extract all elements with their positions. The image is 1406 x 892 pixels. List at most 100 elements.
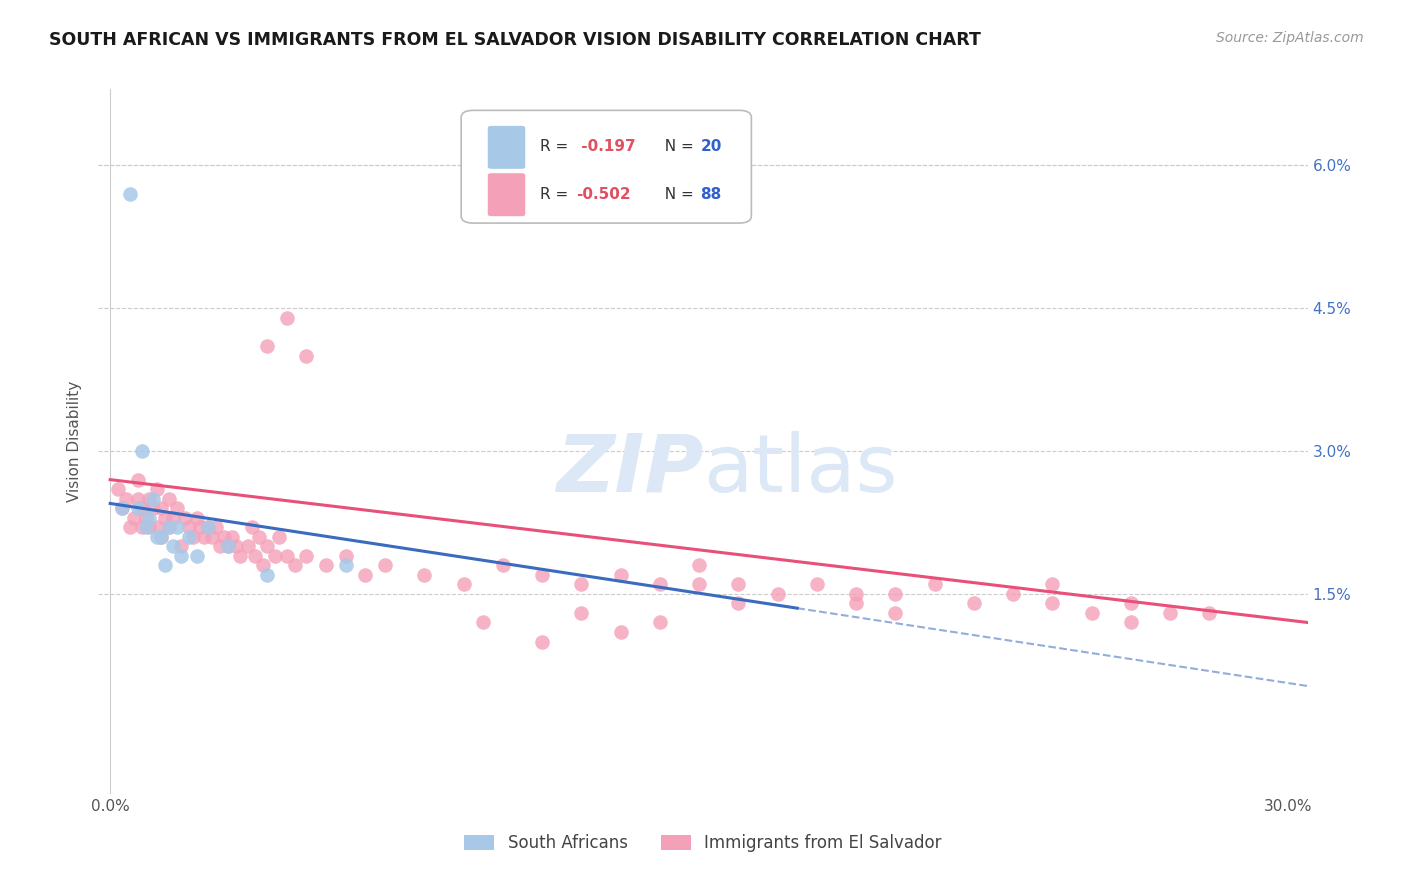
Text: -0.502: -0.502 [576,186,631,202]
Point [531,634,554,648]
Point [186,549,208,563]
Point [186,510,208,524]
Point [845,596,868,610]
Point [569,577,592,591]
Point [150,530,173,544]
Point [217,539,239,553]
Point [142,491,165,506]
Point [162,510,184,524]
Point [252,558,274,573]
Point [609,567,631,582]
Point [295,549,318,563]
Text: atlas: atlas [703,431,897,508]
Text: R =: R = [540,186,572,202]
Point [884,587,907,601]
Point [118,186,141,201]
Point [1002,587,1025,601]
Point [122,510,145,524]
Point [138,491,160,506]
Point [806,577,828,591]
Point [884,606,907,620]
Point [190,520,212,534]
FancyBboxPatch shape [461,111,751,223]
Point [217,539,239,553]
Point [413,567,436,582]
Point [453,577,475,591]
Point [138,520,160,534]
Point [963,596,986,610]
Point [240,520,263,534]
Text: N =: N = [655,139,699,154]
Point [131,501,153,516]
Point [177,530,200,544]
Point [727,596,749,610]
Text: R =: R = [540,139,572,154]
Point [146,530,169,544]
Text: N =: N = [655,186,699,202]
FancyBboxPatch shape [488,173,526,216]
Point [166,520,188,534]
Point [531,567,554,582]
Point [225,539,247,553]
Point [766,587,789,601]
Point [135,510,157,524]
Point [177,520,200,534]
Point [276,310,298,325]
Point [153,558,176,573]
Point [648,577,671,591]
Point [157,520,180,534]
Point [247,530,270,544]
Point [197,520,219,534]
Point [153,510,176,524]
Point [256,539,278,553]
Point [924,577,946,591]
Point [146,520,169,534]
Point [688,558,710,573]
Point [245,549,267,563]
Text: 20: 20 [700,139,721,154]
Point [131,520,153,534]
Point [157,520,180,534]
Point [472,615,495,630]
Point [111,501,134,516]
Point [107,482,129,496]
Point [354,567,377,582]
Point [1042,596,1064,610]
Point [229,549,252,563]
Point [295,349,318,363]
Point [138,510,160,524]
Point [127,501,149,516]
Point [1198,606,1220,620]
Point [609,625,631,640]
Point [236,539,259,553]
Legend: South Africans, Immigrants from El Salvador: South Africans, Immigrants from El Salva… [464,835,942,853]
Point [315,558,337,573]
Point [127,473,149,487]
Point [135,520,157,534]
Point [118,520,141,534]
Point [197,520,219,534]
Point [276,549,298,563]
Point [146,482,169,496]
Point [150,501,173,516]
Point [1042,577,1064,591]
Point [170,549,193,563]
Point [205,520,228,534]
Point [193,530,215,544]
Text: SOUTH AFRICAN VS IMMIGRANTS FROM EL SALVADOR VISION DISABILITY CORRELATION CHART: SOUTH AFRICAN VS IMMIGRANTS FROM EL SALV… [49,31,981,49]
Text: Source: ZipAtlas.com: Source: ZipAtlas.com [1216,31,1364,45]
Point [170,539,193,553]
Point [284,558,307,573]
Point [374,558,396,573]
Point [201,530,224,544]
Point [157,491,180,506]
Point [111,501,134,516]
Point [335,558,357,573]
Y-axis label: Vision Disability: Vision Disability [67,381,83,502]
Point [845,587,868,601]
Point [162,539,184,553]
Point [335,549,357,563]
Point [166,501,188,516]
Point [256,339,278,353]
Point [264,549,287,563]
